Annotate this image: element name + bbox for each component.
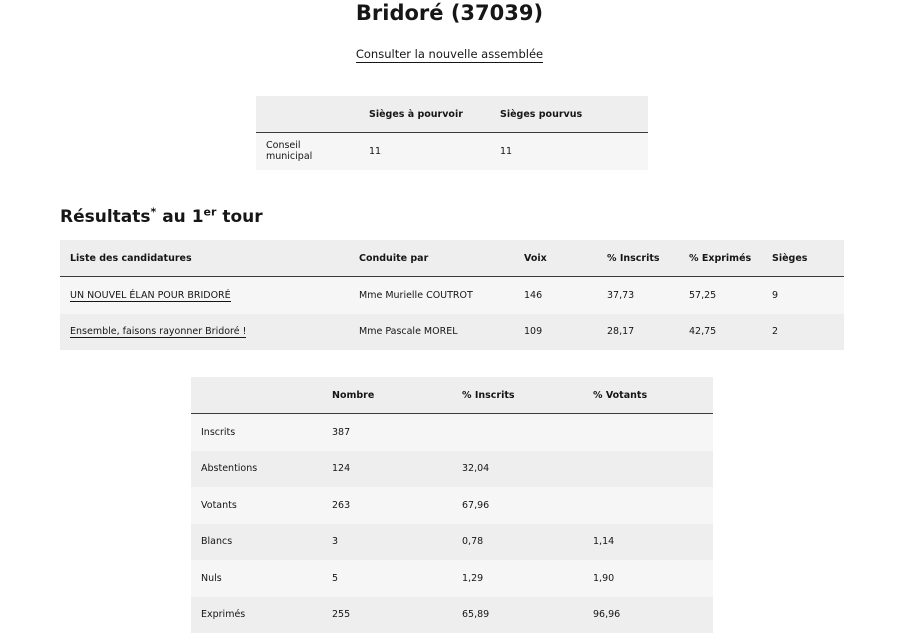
table-cell: Blancs xyxy=(191,524,322,561)
table-cell: 255 xyxy=(322,597,452,633)
results-heading: Résultats* au 1er tour xyxy=(60,204,263,230)
table-cell: 57,25 xyxy=(679,277,762,314)
table-cell: Mme Murielle COUTROT xyxy=(349,277,514,314)
heading-sup: er xyxy=(204,205,217,218)
table-cell: 2 xyxy=(762,314,844,351)
table-cell: Ensemble, faisons rayonner Bridoré ! xyxy=(60,314,349,351)
heading-text: au 1 xyxy=(162,207,203,227)
table-cell: Nuls xyxy=(191,560,322,597)
header-cell: Sièges pourvus xyxy=(490,96,648,133)
table-cell: Mme Pascale MOREL xyxy=(349,314,514,351)
table-cell: 263 xyxy=(322,487,452,524)
table-cell: 124 xyxy=(322,451,452,488)
table-cell: 67,96 xyxy=(452,487,583,524)
header-cell: % Inscrits xyxy=(452,377,583,414)
heading-star: * xyxy=(151,205,157,218)
page-title: Bridoré (37039) xyxy=(0,0,899,26)
table-cell: Abstentions xyxy=(191,451,322,488)
heading-text: tour xyxy=(222,207,262,227)
table-cell: 387 xyxy=(322,414,452,451)
table-cell: 28,17 xyxy=(597,314,679,351)
table-body: UN NOUVEL ÉLAN POUR BRIDORÉ Mme Murielle … xyxy=(60,277,844,351)
table-cell: 109 xyxy=(514,314,597,351)
table-row: UN NOUVEL ÉLAN POUR BRIDORÉ Mme Murielle … xyxy=(60,277,844,314)
table-cell xyxy=(583,414,713,451)
header-cell xyxy=(256,96,359,133)
table-cell: 9 xyxy=(762,277,844,314)
table-cell: 96,96 xyxy=(583,597,713,633)
header-row: Nombre% Inscrits% Votants xyxy=(191,377,713,414)
table-cell: 11 xyxy=(359,133,490,170)
list-link[interactable]: Ensemble, faisons rayonner Bridoré ! xyxy=(70,326,246,338)
table-cell: Votants xyxy=(191,487,322,524)
header-cell: Sièges xyxy=(762,240,844,277)
table-cell xyxy=(452,414,583,451)
table-cell: 1,29 xyxy=(452,560,583,597)
table-cell: 32,04 xyxy=(452,451,583,488)
table-cell: Inscrits xyxy=(191,414,322,451)
table-cell: 37,73 xyxy=(597,277,679,314)
table-cell: 5 xyxy=(322,560,452,597)
list-link[interactable]: UN NOUVEL ÉLAN POUR BRIDORÉ xyxy=(70,290,231,302)
heading-text: Résultats xyxy=(60,207,151,227)
table-cell xyxy=(583,451,713,488)
table-cell: 65,89 xyxy=(452,597,583,633)
table-cell: 146 xyxy=(514,277,597,314)
table-head: Nombre% Inscrits% Votants xyxy=(191,377,713,414)
table-cell: 11 xyxy=(490,133,648,170)
header-cell: % Inscrits xyxy=(597,240,679,277)
table-cell: 3 xyxy=(322,524,452,561)
table-cell: 1,14 xyxy=(583,524,713,561)
table-cell: Exprimés xyxy=(191,597,322,633)
table-cell: UN NOUVEL ÉLAN POUR BRIDORÉ xyxy=(60,277,349,314)
header-cell: Nombre xyxy=(322,377,452,414)
table-cell: Conseil municipal xyxy=(256,133,359,170)
link-wrap: Consulter la nouvelle assemblée xyxy=(0,47,899,61)
table-cell xyxy=(583,487,713,524)
header-cell: Liste des candidatures xyxy=(60,240,349,277)
header-cell xyxy=(191,377,322,414)
table-cell: 42,75 xyxy=(679,314,762,351)
header-cell: % Votants xyxy=(583,377,713,414)
table-row: Ensemble, faisons rayonner Bridoré ! Mme … xyxy=(60,314,844,351)
assembly-link[interactable]: Consulter la nouvelle assemblée xyxy=(356,47,543,63)
header-cell: % Exprimés xyxy=(679,240,762,277)
table-cell: 1,90 xyxy=(583,560,713,597)
header-cell: Voix xyxy=(514,240,597,277)
header-cell: Conduite par xyxy=(349,240,514,277)
table-cell: 0,78 xyxy=(452,524,583,561)
header-cell: Sièges à pourvoir xyxy=(359,96,490,133)
